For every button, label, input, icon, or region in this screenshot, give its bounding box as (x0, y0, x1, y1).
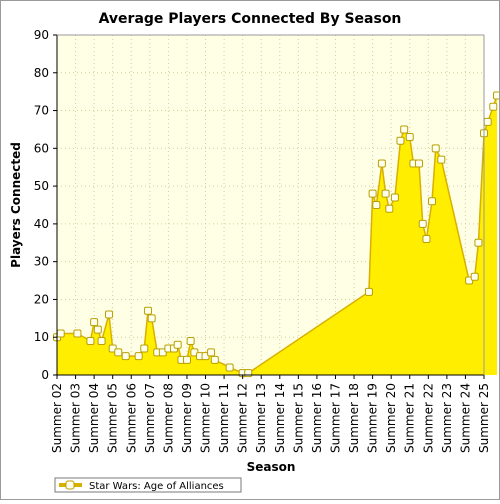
x-tick-label: Summer 25 (477, 383, 491, 453)
x-tick-label: Summer 03 (69, 383, 83, 453)
data-point (73, 329, 82, 338)
data-point (418, 219, 427, 228)
plot-area: 0 10 20 30 40 50 60 70 80 90 Summer 02 Summer 03 Sum… (34, 28, 500, 453)
x-tick-label: Summer 21 (403, 383, 417, 453)
x-tick-label: Summer 14 (273, 383, 287, 453)
data-point (368, 189, 377, 198)
x-tick-label: Summer 19 (366, 383, 380, 453)
y-tick-label: 20 (34, 292, 49, 306)
data-point (405, 133, 414, 141)
data-point (422, 235, 431, 243)
data-point (489, 102, 498, 111)
data-point (134, 352, 143, 361)
data-point (143, 306, 152, 315)
x-tick-label: Summer 10 (199, 383, 213, 453)
y-axis-title: Players Connected (9, 142, 23, 268)
x-tick-label: Summer 06 (124, 383, 138, 453)
data-point (390, 193, 399, 202)
data-point (483, 117, 492, 126)
data-point (415, 159, 424, 168)
data-point (90, 318, 99, 327)
data-point (93, 325, 102, 334)
series-area (57, 95, 497, 375)
x-tick-label: Summer 13 (254, 383, 268, 453)
y-tick-label: 60 (34, 141, 49, 155)
data-point (364, 287, 373, 296)
x-tick-label: Summer 22 (421, 383, 435, 453)
data-point (207, 348, 216, 357)
x-tick-label: Summer 23 (440, 383, 454, 453)
x-tick-label: Summer 20 (384, 383, 398, 453)
x-tick-label: Summer 08 (161, 383, 175, 453)
x-tick-label: Summer 18 (347, 383, 361, 453)
data-point (140, 344, 149, 353)
data-point (97, 337, 106, 345)
data-point (147, 314, 156, 323)
y-tick-label: 90 (34, 28, 49, 42)
x-tick-label: Summer 16 (310, 383, 324, 453)
x-tick-label: Summer 15 (291, 383, 305, 453)
y-tick-label: 0 (41, 368, 49, 382)
x-tick-label: Summer 24 (458, 383, 472, 453)
data-point (186, 337, 195, 345)
y-tick-label: 70 (34, 104, 49, 118)
data-point (173, 340, 182, 349)
x-tick-label: Summer 05 (106, 383, 120, 453)
data-point (210, 355, 219, 364)
x-tick-label: Summer 17 (328, 383, 342, 453)
legend: Star Wars: Age of Alliances (54, 477, 242, 493)
legend-marker-swatch (65, 480, 75, 490)
x-tick-label: Summer 09 (180, 383, 194, 453)
y-tick-label: 10 (34, 330, 49, 344)
data-point (428, 197, 437, 206)
data-point (385, 204, 394, 213)
data-point (114, 348, 123, 357)
y-tick-label: 80 (34, 66, 49, 80)
data-point (474, 238, 483, 247)
legend-label: Star Wars: Age of Alliances (89, 481, 224, 492)
data-point (56, 329, 65, 338)
data-point (377, 159, 386, 168)
data-point (86, 337, 95, 345)
data-point (372, 201, 381, 209)
y-tick-label: 50 (34, 179, 49, 193)
data-point (244, 369, 253, 378)
chart-title: Average Players Connected By Season (99, 11, 402, 27)
x-tick-label: Summer 07 (143, 383, 157, 453)
x-axis-title: Season (247, 460, 296, 474)
x-tick-label: Summer 02 (50, 383, 64, 453)
data-point (225, 363, 234, 372)
data-point (431, 144, 440, 153)
data-point (437, 155, 446, 164)
data-point (104, 310, 113, 319)
data-point (121, 352, 130, 361)
data-point (470, 272, 479, 281)
data-point (400, 125, 409, 134)
x-tick-label: Summer 12 (236, 383, 250, 453)
data-point (182, 355, 191, 364)
y-tick-label: 40 (34, 217, 49, 231)
data-point (492, 91, 500, 100)
data-point (381, 189, 390, 198)
data-point (396, 136, 405, 145)
legend-box (54, 477, 242, 493)
x-tick-label: Summer 11 (217, 383, 231, 453)
x-tick-label: Summer 04 (87, 383, 101, 453)
y-tick-label: 30 (34, 255, 49, 269)
